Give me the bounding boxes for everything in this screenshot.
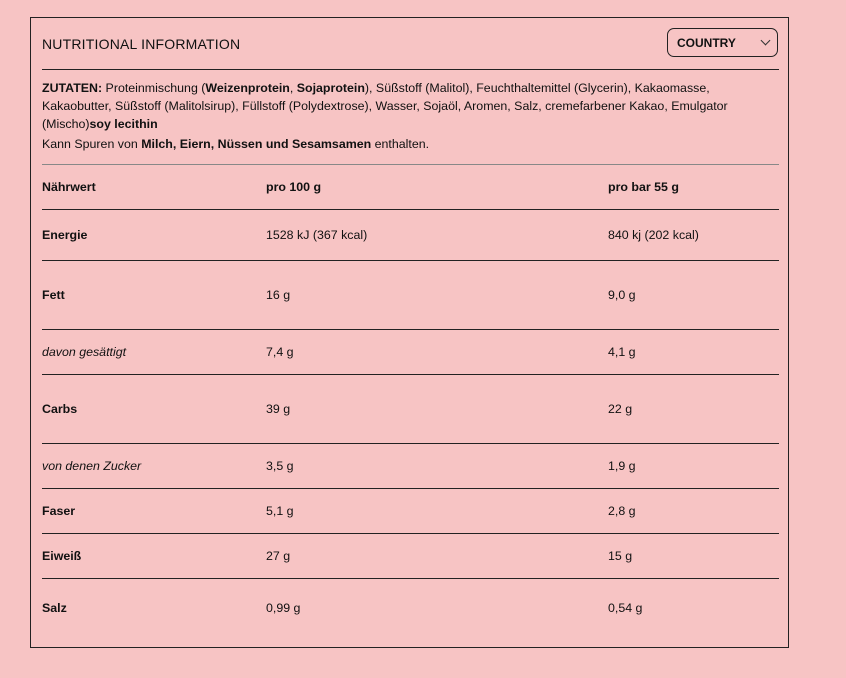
value-per-bar: 4,1 g bbox=[608, 345, 636, 359]
nutrition-panel: NUTRITIONAL INFORMATION COUNTRY ZUTATEN:… bbox=[30, 17, 789, 648]
nutrient-name: davon gesättigt bbox=[42, 345, 127, 359]
ingredients-part: Weizenprotein bbox=[205, 81, 290, 95]
ingredients-part: , bbox=[289, 81, 297, 95]
nutrient-name: Nährwert bbox=[42, 180, 96, 194]
table-row: von denen Zucker 3,5 g 1,9 g bbox=[42, 444, 779, 489]
ingredients-part: soy lecithin bbox=[89, 117, 158, 131]
value-per-100g: 16 g bbox=[266, 288, 291, 302]
allergen-traces: Kann Spuren von Milch, Eiern, Nüssen und… bbox=[42, 137, 429, 151]
value-per-bar: 1,9 g bbox=[608, 459, 636, 473]
value-per-bar: 0,54 g bbox=[608, 601, 643, 615]
value-per-100g: 7,4 g bbox=[266, 345, 294, 359]
ingredients-part: Proteinmischung ( bbox=[102, 81, 206, 95]
table-header-row: Nährwert pro 100 g pro bar 55 g bbox=[42, 165, 779, 210]
value-per-bar: 15 g bbox=[608, 549, 633, 563]
value-per-bar: 2,8 g bbox=[608, 504, 636, 518]
divider bbox=[42, 69, 779, 70]
ingredients-label: ZUTATEN: bbox=[42, 81, 103, 95]
ingredients-part: ), Süßstoff (Malitol), Feuchthaltemittel… bbox=[42, 81, 728, 131]
value-per-100g: 3,5 g bbox=[266, 459, 294, 473]
value-per-100g: 1528 kJ (367 kcal) bbox=[266, 228, 368, 242]
divider bbox=[42, 164, 779, 165]
table-row: Fett 16 g 9,0 g bbox=[42, 261, 779, 330]
ingredients-text: ZUTATEN: Proteinmischung (Weizenprotein,… bbox=[42, 79, 782, 133]
table-row: Faser 5,1 g 2,8 g bbox=[42, 489, 779, 534]
value-per-bar: 22 g bbox=[608, 402, 633, 416]
value-per-100g: 0,99 g bbox=[266, 601, 301, 615]
nutrient-name: Faser bbox=[42, 504, 76, 518]
table-row: davon gesättigt 7,4 g 4,1 g bbox=[42, 330, 779, 375]
chevron-down-icon bbox=[760, 35, 771, 46]
value-per-100g: 39 g bbox=[266, 402, 291, 416]
nutrient-name: Energie bbox=[42, 228, 88, 242]
nutrient-name: Fett bbox=[42, 288, 65, 302]
ingredients-part: Sojaprotein bbox=[296, 81, 365, 95]
nutrient-name: von denen Zucker bbox=[42, 459, 142, 473]
traces-prefix: Kann Spuren von bbox=[42, 137, 142, 151]
value-per-bar: pro bar 55 g bbox=[608, 180, 679, 194]
value-per-bar: 840 kj (202 kcal) bbox=[608, 228, 699, 242]
value-per-100g: 5,1 g bbox=[266, 504, 294, 518]
country-label: COUNTRY bbox=[677, 35, 736, 50]
traces-suffix: enthalten. bbox=[371, 137, 430, 151]
table-row: Energie 1528 kJ (367 kcal) 840 kj (202 kca… bbox=[42, 210, 779, 261]
nutrient-name: Eiweiß bbox=[42, 549, 82, 563]
traces-allergens: Milch, Eiern, Nüssen und Sesamsamen bbox=[141, 137, 372, 151]
table-row: Salz 0,99 g 0,54 g bbox=[42, 579, 779, 637]
value-per-100g: 27 g bbox=[266, 549, 291, 563]
nutrient-name: Carbs bbox=[42, 402, 78, 416]
value-per-bar: 9,0 g bbox=[608, 288, 636, 302]
nutrient-name: Salz bbox=[42, 601, 67, 615]
table-row: Carbs 39 g 22 g bbox=[42, 375, 779, 444]
country-select[interactable]: COUNTRY bbox=[667, 28, 778, 57]
table-row: Eiweiß 27 g 15 g bbox=[42, 534, 779, 579]
value-per-100g: pro 100 g bbox=[266, 180, 322, 194]
panel-title: NUTRITIONAL INFORMATION bbox=[42, 36, 241, 52]
